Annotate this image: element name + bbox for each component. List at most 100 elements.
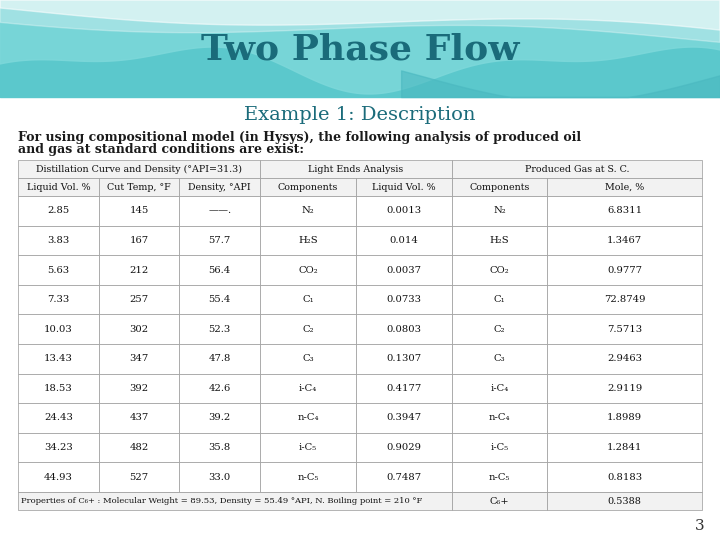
Text: Mole, %: Mole, %: [605, 183, 644, 192]
Text: N₂: N₂: [302, 206, 315, 215]
Bar: [99, 462, 179, 492]
Text: 0.014: 0.014: [390, 236, 418, 245]
Text: 34.23: 34.23: [44, 443, 73, 452]
Text: 527: 527: [130, 472, 148, 482]
Text: 0.7487: 0.7487: [386, 472, 421, 482]
Text: 1.2841: 1.2841: [607, 443, 642, 452]
Text: 39.2: 39.2: [209, 414, 231, 422]
Text: 24.43: 24.43: [44, 414, 73, 422]
Bar: [260, 314, 356, 344]
Bar: [99, 344, 179, 374]
Text: 0.9777: 0.9777: [607, 266, 642, 274]
Bar: [260, 160, 451, 178]
Bar: [18, 403, 99, 433]
Bar: [356, 433, 451, 462]
Bar: [547, 314, 702, 344]
Text: C₁: C₁: [302, 295, 314, 304]
Text: 6.8311: 6.8311: [607, 206, 642, 215]
Text: 18.53: 18.53: [44, 384, 73, 393]
Bar: [99, 255, 179, 285]
Text: C₃: C₃: [494, 354, 505, 363]
Bar: [260, 374, 356, 403]
Text: 437: 437: [130, 414, 149, 422]
Text: 0.0803: 0.0803: [386, 325, 421, 334]
Text: H₂S: H₂S: [298, 236, 318, 245]
Text: 47.8: 47.8: [209, 354, 231, 363]
Text: 257: 257: [130, 295, 148, 304]
Text: 56.4: 56.4: [209, 266, 231, 274]
Bar: [18, 433, 99, 462]
Bar: [451, 178, 547, 196]
Bar: [18, 196, 99, 226]
Bar: [547, 285, 702, 314]
Text: 302: 302: [130, 325, 148, 334]
Bar: [99, 178, 179, 196]
Bar: [260, 196, 356, 226]
Bar: [179, 314, 260, 344]
Bar: [356, 374, 451, 403]
Bar: [260, 433, 356, 462]
Bar: [356, 344, 451, 374]
Text: N₂: N₂: [493, 206, 506, 215]
Text: 167: 167: [130, 236, 148, 245]
Bar: [451, 344, 547, 374]
Bar: [451, 492, 547, 510]
Bar: [99, 403, 179, 433]
Bar: [99, 314, 179, 344]
Text: 72.8749: 72.8749: [604, 295, 645, 304]
Text: Liquid Vol. %: Liquid Vol. %: [27, 183, 90, 192]
Text: ——.: ——.: [208, 206, 231, 215]
Bar: [356, 226, 451, 255]
Text: 1.3467: 1.3467: [607, 236, 642, 245]
Text: 0.4177: 0.4177: [386, 384, 421, 393]
Bar: [356, 255, 451, 285]
Text: For using compositional model (in Hysys), the following analysis of produced oil: For using compositional model (in Hysys)…: [18, 132, 581, 145]
Text: 0.0037: 0.0037: [386, 266, 421, 274]
Text: 212: 212: [130, 266, 149, 274]
Bar: [547, 196, 702, 226]
Text: Distillation Curve and Density (°API=31.3): Distillation Curve and Density (°API=31.…: [36, 165, 242, 173]
Text: 35.8: 35.8: [209, 443, 231, 452]
Bar: [547, 255, 702, 285]
Text: Liquid Vol. %: Liquid Vol. %: [372, 183, 436, 192]
Bar: [18, 255, 99, 285]
Bar: [179, 255, 260, 285]
Bar: [547, 226, 702, 255]
Bar: [547, 462, 702, 492]
Bar: [547, 403, 702, 433]
Bar: [99, 374, 179, 403]
Text: Example 1: Description: Example 1: Description: [244, 106, 476, 124]
Text: 0.0733: 0.0733: [386, 295, 421, 304]
Text: 2.9463: 2.9463: [607, 354, 642, 363]
Text: 2.9119: 2.9119: [607, 384, 642, 393]
Bar: [260, 403, 356, 433]
Bar: [451, 160, 702, 178]
Text: 33.0: 33.0: [209, 472, 231, 482]
Bar: [547, 492, 702, 510]
Bar: [547, 433, 702, 462]
Text: C₁: C₁: [494, 295, 505, 304]
Text: Components: Components: [469, 183, 530, 192]
Text: 482: 482: [130, 443, 149, 452]
Bar: [179, 403, 260, 433]
Text: 1.8989: 1.8989: [607, 414, 642, 422]
Text: 0.1307: 0.1307: [386, 354, 421, 363]
Bar: [99, 226, 179, 255]
Text: 0.3947: 0.3947: [386, 414, 421, 422]
Text: 52.3: 52.3: [209, 325, 231, 334]
Text: CO₂: CO₂: [490, 266, 510, 274]
Text: Cut Temp, °F: Cut Temp, °F: [107, 183, 171, 192]
Bar: [260, 462, 356, 492]
Bar: [356, 314, 451, 344]
Text: 10.03: 10.03: [44, 325, 73, 334]
Text: n-C₄: n-C₄: [489, 414, 510, 422]
Bar: [179, 178, 260, 196]
Bar: [18, 314, 99, 344]
Bar: [99, 196, 179, 226]
Text: 13.43: 13.43: [44, 354, 73, 363]
Text: Light Ends Analysis: Light Ends Analysis: [308, 165, 403, 173]
Bar: [18, 226, 99, 255]
Bar: [260, 285, 356, 314]
Bar: [179, 344, 260, 374]
Text: and gas at standard conditions are exist:: and gas at standard conditions are exist…: [18, 144, 304, 157]
